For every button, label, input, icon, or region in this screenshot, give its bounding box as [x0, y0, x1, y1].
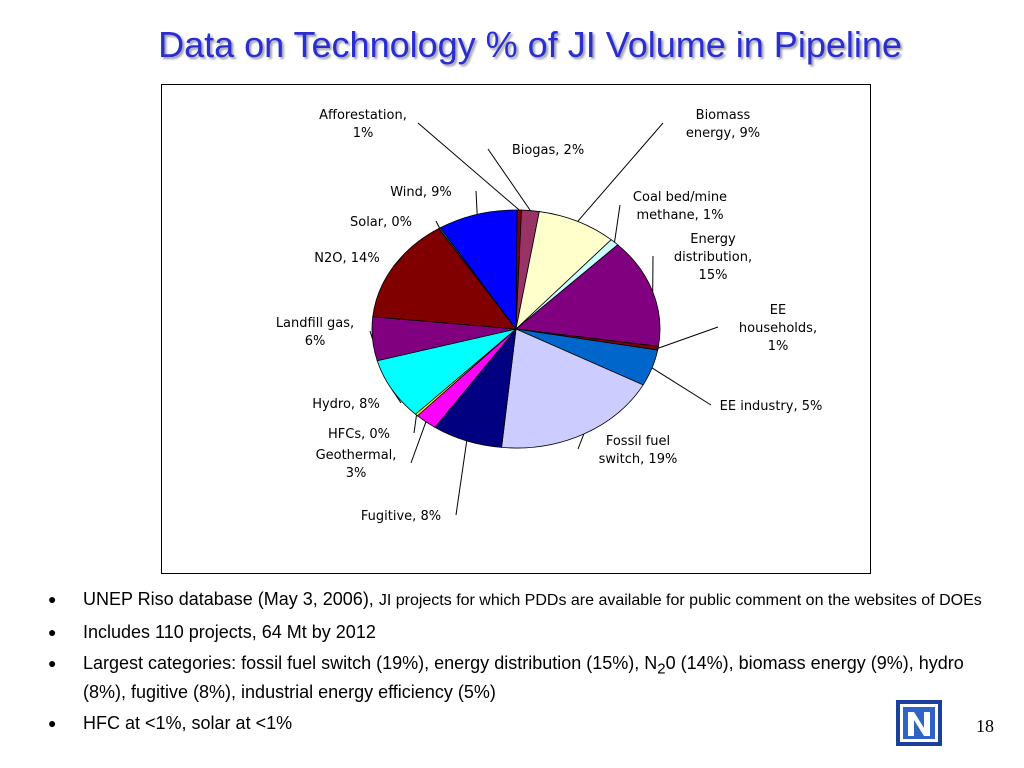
- leader-line: [577, 122, 664, 222]
- bullet-text: Includes 110 projects, 64 Mt by 2012: [83, 622, 376, 642]
- logo-icon: [896, 700, 942, 746]
- slice-label: methane, 1%: [636, 208, 723, 223]
- leader-line: [651, 367, 712, 406]
- bullet-dot-icon: ●: [48, 714, 57, 731]
- slice-label: Wind, 9%: [390, 185, 452, 200]
- slice-label: 1%: [353, 126, 374, 141]
- bullet-subtext: JI projects for which PDDs are available…: [378, 592, 982, 609]
- bullet-text: Largest categories: fossil fuel switch (…: [83, 653, 658, 673]
- pie-chart: Afforestation, 1% Biogas, 2% Biomass energy,…: [276, 108, 823, 524]
- leader-line: [475, 190, 478, 215]
- bullet-item-hfc-solar: ● HFC at <1%, solar at <1%: [48, 712, 998, 734]
- slice-label: Biogas, 2%: [512, 143, 584, 158]
- slice-label: Landfill gas,: [276, 316, 354, 331]
- slice-label: N2O, 14%: [314, 251, 379, 266]
- slice-label: Fugitive, 8%: [361, 509, 441, 524]
- slice-label: EE: [770, 303, 786, 318]
- slice-label: EE industry, 5%: [720, 399, 823, 414]
- slice-label: Hydro, 8%: [312, 397, 380, 412]
- bullet-dot-icon: ●: [48, 624, 57, 640]
- slice-label: switch, 19%: [599, 452, 678, 467]
- page-number: 18: [976, 716, 994, 736]
- bullet-text-cont: 0 (14%), biomass energy (9%), hydro (8%)…: [83, 653, 964, 702]
- leader-line: [391, 389, 402, 404]
- leader-line: [487, 148, 531, 211]
- pie-chart-frame: Afforestation, 1% Biogas, 2% Biomass energy,…: [161, 84, 871, 574]
- leader-line: [393, 256, 403, 267]
- bullet-list: ● UNEP Riso database (May 3, 2006), JI p…: [48, 588, 998, 743]
- leader-line: [577, 433, 585, 450]
- leader-line: [417, 122, 520, 211]
- slice-label: Geothermal,: [316, 448, 397, 463]
- slice-label: energy, 9%: [686, 126, 760, 141]
- slice-label: 15%: [699, 268, 728, 283]
- bullet-dot-icon: ●: [48, 655, 57, 671]
- slice-label: Fossil fuel: [606, 434, 670, 449]
- bullet-text: UNEP Riso database (May 3, 2006),: [83, 589, 379, 609]
- pie-slice: [515, 211, 612, 331]
- slide-title: Data on Technology % of JI Volume in Pip…: [158, 24, 902, 65]
- leader-line: [369, 330, 373, 340]
- bullet-item-projects: ● Includes 110 projects, 64 Mt by 2012: [48, 621, 998, 643]
- slice-label: distribution,: [674, 250, 752, 265]
- leader-line: [657, 326, 719, 349]
- bullet-item-source: ● UNEP Riso database (May 3, 2006), JI p…: [48, 588, 998, 612]
- slice-label: 6%: [305, 334, 326, 349]
- bullet-dot-icon: ●: [48, 591, 57, 607]
- slice-label: HFCs, 0%: [328, 427, 390, 442]
- leader-line: [455, 440, 468, 516]
- leader-line: [435, 220, 441, 229]
- slice-label: 3%: [346, 466, 367, 481]
- slice-label: Solar, 0%: [350, 215, 412, 230]
- slice-label: Energy: [690, 232, 736, 247]
- slice-label: 1%: [768, 339, 789, 354]
- leader-line: [614, 204, 621, 243]
- leader-line: [413, 414, 417, 434]
- slice-label: households,: [739, 321, 817, 336]
- pie-slice: [439, 209, 518, 331]
- slice-label: Afforestation,: [319, 108, 407, 123]
- bullet-item-categories: ● Largest categories: fossil fuel switch…: [48, 652, 998, 703]
- bullet-text: HFC at <1%, solar at <1%: [83, 712, 293, 733]
- bullet-subscript: 2: [657, 660, 666, 678]
- slice-label: Coal bed/mine: [633, 190, 727, 205]
- slice-label: Biomass: [696, 108, 751, 123]
- leader-line: [410, 421, 427, 464]
